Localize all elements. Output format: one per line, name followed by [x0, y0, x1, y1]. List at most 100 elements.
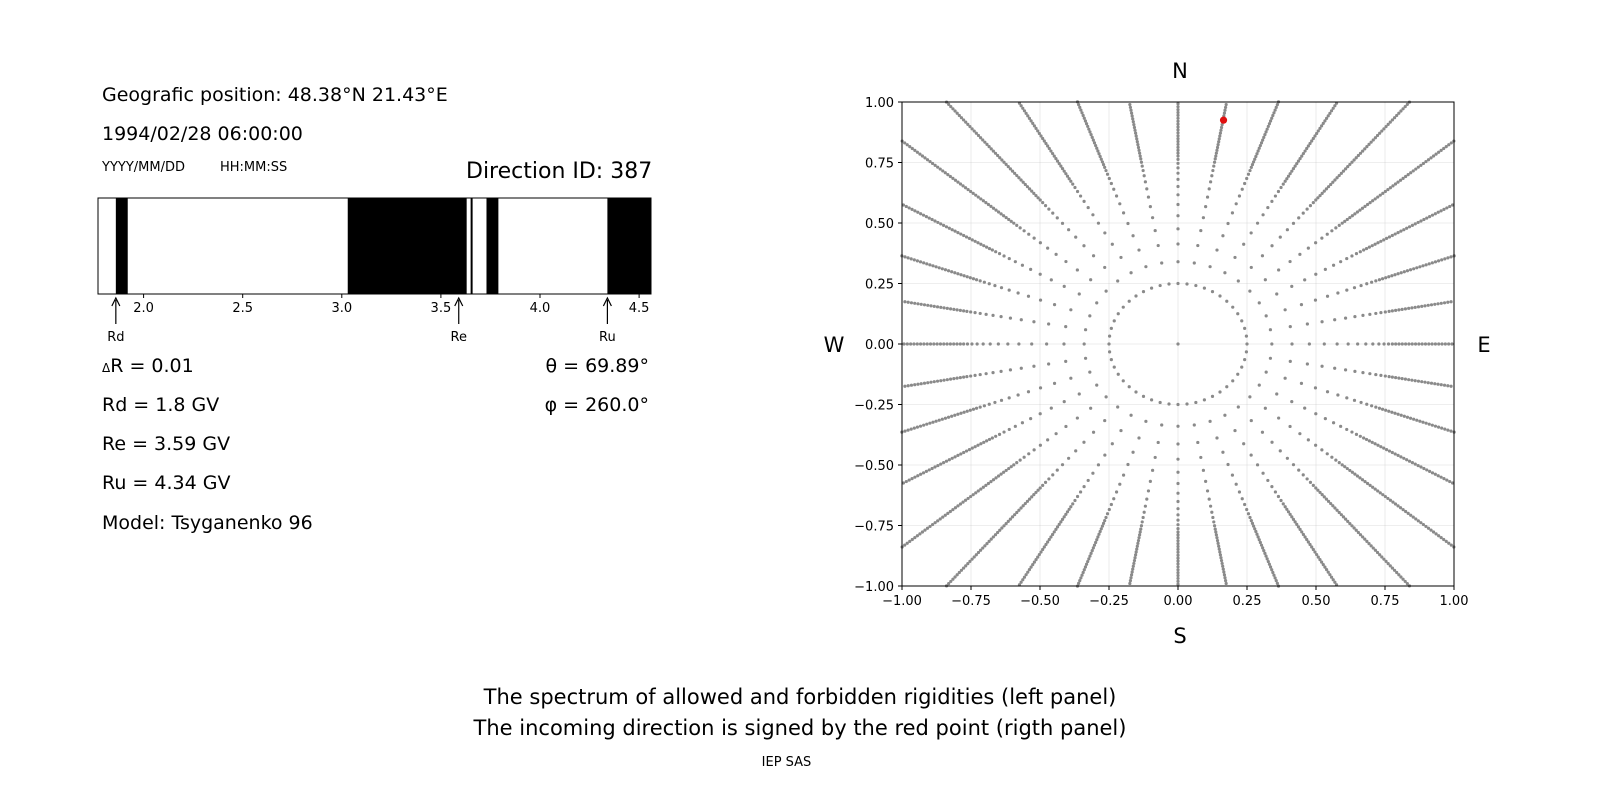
- rigidity-spectrum-chart: 2.0 2.5 3.0 3.5 4.0 4.5 Rd Re Ru: [97, 197, 652, 345]
- direction-point: [1275, 103, 1279, 107]
- direction-point: [1021, 106, 1025, 110]
- direction-point: [1129, 111, 1134, 115]
- direction-point: [1231, 305, 1235, 309]
- direction-point: [1176, 193, 1180, 197]
- direction-point: [1112, 187, 1116, 191]
- direction-point: [1305, 322, 1309, 326]
- direction-point: [1196, 440, 1200, 445]
- direction-point: [1418, 265, 1422, 269]
- direction-point: [1290, 342, 1294, 346]
- direction-point: [974, 278, 979, 282]
- direction-point: [1288, 325, 1292, 329]
- direction-point: [1176, 145, 1180, 149]
- direction-point: [950, 414, 954, 418]
- direction-point: [1034, 490, 1038, 495]
- direction-point: [1110, 242, 1114, 246]
- direction-point: [1263, 551, 1267, 555]
- direction-point: [971, 277, 976, 281]
- direction-point: [1320, 124, 1324, 128]
- direction-point: [1337, 510, 1341, 515]
- direction-point: [905, 143, 909, 147]
- direction-point: [1402, 456, 1406, 460]
- direction-point: [904, 204, 908, 209]
- direction-point: [956, 272, 960, 276]
- direction-point: [1416, 220, 1420, 225]
- direction-point: [1352, 526, 1356, 530]
- direction-point: [962, 410, 966, 414]
- direction-point: [1358, 533, 1363, 537]
- direction-point: [1022, 455, 1026, 459]
- direction-point: [1340, 221, 1344, 225]
- direction-point: [906, 300, 910, 304]
- direction-point: [1127, 299, 1131, 303]
- direction-point: [1447, 342, 1451, 346]
- direction-point: [1069, 308, 1073, 312]
- direction-point: [1153, 455, 1157, 460]
- direction-point: [1027, 497, 1032, 501]
- direction-point: [968, 276, 972, 280]
- direction-point: [1208, 265, 1212, 269]
- direction-point: [1442, 477, 1446, 481]
- direction-point: [1226, 221, 1230, 226]
- direction-point: [1176, 142, 1180, 147]
- direction-point: [1082, 485, 1086, 489]
- direction-point: [1091, 254, 1096, 258]
- direction-point: [1064, 512, 1068, 516]
- direction-point: [1448, 204, 1452, 209]
- direction-point: [1422, 466, 1426, 471]
- direction-point: [1004, 521, 1008, 526]
- direction-point: [1128, 578, 1133, 583]
- direction-point: [1176, 125, 1180, 129]
- direction-point: [903, 543, 907, 547]
- direction-point: [1348, 521, 1352, 526]
- direction-point: [1041, 547, 1045, 552]
- direction-point: [1176, 110, 1180, 115]
- direction-point: [1320, 320, 1324, 324]
- direction-point: [1401, 107, 1405, 111]
- direction-point: [1029, 267, 1033, 272]
- direction-point: [922, 303, 927, 307]
- direction-point: [1271, 113, 1275, 118]
- direction-point: [1258, 540, 1262, 545]
- direction-point: [1034, 557, 1038, 562]
- direction-point: [1134, 550, 1138, 554]
- direction-point: [943, 513, 947, 517]
- direction-point: [1041, 200, 1045, 205]
- direction-point: [1160, 261, 1164, 265]
- direction-point: [1036, 129, 1040, 133]
- direction-point: [1367, 541, 1371, 546]
- direction-point: [1084, 122, 1089, 126]
- direction-point: [1340, 463, 1344, 467]
- direction-point: [1109, 326, 1113, 330]
- direction-point: [1288, 259, 1292, 264]
- direction-point: [1010, 515, 1015, 519]
- direction-point: [998, 156, 1002, 160]
- direction-point: [1105, 512, 1110, 516]
- direction-point: [1365, 202, 1370, 207]
- direction-point: [1223, 105, 1228, 110]
- direction-point: [1219, 125, 1224, 130]
- direction-point: [1194, 400, 1198, 405]
- direction-point: [1404, 342, 1408, 346]
- marker-label-ru: Ru: [599, 330, 616, 345]
- direction-point: [1176, 107, 1180, 112]
- direction-point: [1128, 102, 1132, 107]
- direction-point: [1104, 289, 1108, 293]
- direction-point: [1064, 359, 1068, 363]
- direction-point: [1142, 510, 1146, 514]
- direction-point: [1254, 154, 1258, 159]
- x-tick-label: 0.50: [1302, 594, 1331, 609]
- direction-point: [1296, 525, 1301, 529]
- direction-point: [1283, 505, 1287, 509]
- direction-point: [922, 342, 926, 346]
- direction-point: [1276, 494, 1281, 499]
- direction-point: [1268, 356, 1273, 360]
- direction-point: [948, 174, 952, 179]
- direction-point: [1057, 162, 1061, 166]
- direction-point: [1393, 232, 1397, 236]
- direction-point: [930, 217, 934, 222]
- direction-point: [1109, 502, 1113, 507]
- direction-point: [1208, 419, 1212, 423]
- direction-point: [921, 213, 926, 217]
- direction-point: [1176, 533, 1180, 537]
